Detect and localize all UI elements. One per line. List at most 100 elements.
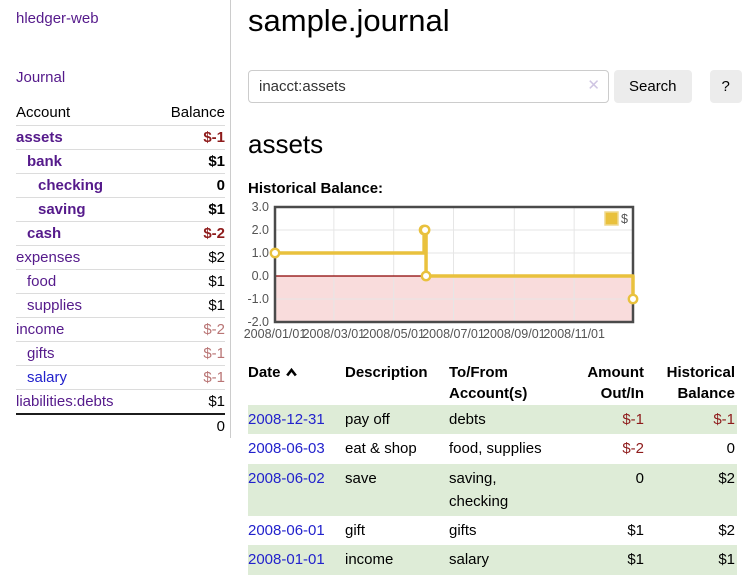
account-link[interactable]: bank <box>27 153 63 170</box>
transaction-amount: $1 <box>567 545 652 575</box>
app-brand-link[interactable]: hledger-web <box>16 10 99 27</box>
transaction-amount: $-2 <box>622 440 644 458</box>
account-row: checking 0 <box>16 173 225 198</box>
transaction-description: eat & shop <box>345 440 417 458</box>
account-balance: $-1 <box>150 365 225 390</box>
chart-title: Historical Balance: <box>248 180 384 197</box>
transaction-description: income <box>345 545 449 575</box>
clear-search-icon[interactable]: ✕ <box>587 77 600 94</box>
transaction-date-link[interactable]: 2008-12-31 <box>248 411 325 428</box>
account-row: expenses $2 <box>16 245 225 270</box>
transaction-row: 2008-12-31 pay off debts $-1 $-1 <box>248 405 737 435</box>
main-content: sample.journal ✕ Search ? assets Histori… <box>244 0 742 575</box>
account-row: income $-2 <box>16 317 225 342</box>
x-tick-label: 2008/01/01 <box>244 327 307 341</box>
transaction-accounts: saving, checking <box>449 463 567 516</box>
x-tick-label: 2008/03/01 <box>303 327 366 341</box>
transaction-date-link[interactable]: 2008-01-01 <box>248 551 325 569</box>
register-header-description: Description <box>345 364 428 381</box>
register-header-amount: Amount Out/In <box>587 364 644 402</box>
account-balance: $1 <box>150 269 225 294</box>
account-balance: $1 <box>150 197 225 222</box>
transaction-balance: $1 <box>652 545 737 575</box>
account-link[interactable]: expenses <box>16 249 81 266</box>
data-point-marker <box>420 270 432 282</box>
transaction-description: save <box>345 463 449 516</box>
transaction-row: 2008-01-01 income salary $1 $1 <box>248 545 737 575</box>
register-header-date[interactable]: Date <box>248 361 345 405</box>
account-balance: $-2 <box>150 317 225 342</box>
plot-border <box>273 205 635 324</box>
account-balance: 0 <box>150 173 225 198</box>
account-balance: $2 <box>150 245 225 270</box>
transaction-amount: 0 <box>567 463 652 516</box>
account-link[interactable]: salary <box>27 369 68 386</box>
account-balance: $-1 <box>150 125 225 150</box>
transaction-row: 2008-06-02 save saving, checking 0 $2 <box>248 463 737 516</box>
account-link[interactable]: food <box>27 273 57 290</box>
account-row: gifts $-1 <box>16 341 225 366</box>
y-tick-label: -1.0 <box>247 292 269 306</box>
account-link[interactable]: assets <box>16 129 63 146</box>
y-tick-label: 2.0 <box>252 223 269 237</box>
accounts-tbody: assets $-1 bank $1 checking 0 saving $1 cash $-2 e… <box>16 125 225 414</box>
register-table: Date Description To/From Account(s) Amoun… <box>248 361 737 575</box>
search-form: ✕ Search ? <box>248 70 742 103</box>
account-row: saving $1 <box>16 197 225 222</box>
account-link[interactable]: income <box>16 321 65 338</box>
register-header-balance: Historical Balance <box>666 364 735 402</box>
sidebar: hledger-web Journal Account Balance asse… <box>0 0 231 438</box>
transaction-amount: $1 <box>627 522 644 539</box>
transaction-balance: $-1 <box>652 405 737 435</box>
historical-balance-chart: $3.0 2.0 1.0 0.0 -1.0 -2.02008/01/012008/03/0… <box>244 200 639 341</box>
register-tbody: 2008-12-31 pay off debts $-1 $-1 2008-06-03 ea… <box>248 405 737 575</box>
data-point-marker <box>419 224 431 236</box>
transaction-balance: 0 <box>726 440 735 458</box>
search-help-button[interactable]: ? <box>709 70 742 103</box>
x-tick-label: 2008/11/01 <box>543 327 605 341</box>
y-tick-label: 3.0 <box>252 200 269 214</box>
accounts-total-row: 0 <box>16 413 225 438</box>
account-link[interactable]: checking <box>38 177 104 194</box>
account-link[interactable]: cash <box>27 225 62 242</box>
account-row: supplies $1 <box>16 293 225 318</box>
account-balance: $1 <box>150 389 225 414</box>
transaction-accounts: gifts <box>449 522 477 539</box>
legend-label: $ <box>621 212 628 226</box>
transaction-accounts: food, supplies <box>449 440 542 458</box>
sidebar-item-journal[interactable]: Journal <box>16 69 66 86</box>
account-row: bank $1 <box>16 149 225 174</box>
accounts-table: Account Balance assets $-1 bank $1 checking 0… <box>16 102 225 438</box>
data-point-marker <box>269 247 281 259</box>
transaction-description: pay off <box>345 405 449 435</box>
register-header-row: Date Description To/From Account(s) Amoun… <box>248 361 737 405</box>
accounts-total-balance: 0 <box>150 413 225 438</box>
search-button[interactable]: Search <box>614 70 692 103</box>
y-tick-label: -2.0 <box>247 315 269 329</box>
account-link[interactable]: gifts <box>27 345 55 362</box>
y-tick-label: 0.0 <box>252 269 269 283</box>
transaction-amount: $-1 <box>567 405 652 435</box>
account-row: food $1 <box>16 269 225 294</box>
register-header-accounts: To/From Account(s) <box>449 364 528 402</box>
x-tick-label: 2008/07/01 <box>422 327 485 341</box>
account-balance: $1 <box>150 149 225 174</box>
account-balance: $-2 <box>150 221 225 246</box>
transaction-date-link[interactable]: 2008-06-03 <box>248 440 325 458</box>
chevron-up-icon <box>285 367 297 377</box>
x-tick-label: 2008/05/01 <box>362 327 425 341</box>
account-row: liabilities:debts $1 <box>16 389 225 414</box>
account-link[interactable]: saving <box>38 201 86 218</box>
search-input[interactable] <box>248 70 609 103</box>
transaction-accounts: debts <box>449 405 567 435</box>
account-link[interactable]: supplies <box>27 297 83 314</box>
account-link[interactable]: liabilities:debts <box>16 393 114 410</box>
transaction-balance: $2 <box>718 522 735 539</box>
transaction-date-link[interactable]: 2008-06-01 <box>248 522 325 539</box>
account-heading: assets <box>248 129 324 159</box>
journal-title: sample.journal <box>248 3 450 38</box>
transaction-balance: $2 <box>652 463 737 516</box>
transaction-description: gift <box>345 522 366 539</box>
account-balance: $-1 <box>150 341 225 366</box>
transaction-date-link[interactable]: 2008-06-02 <box>248 469 325 487</box>
